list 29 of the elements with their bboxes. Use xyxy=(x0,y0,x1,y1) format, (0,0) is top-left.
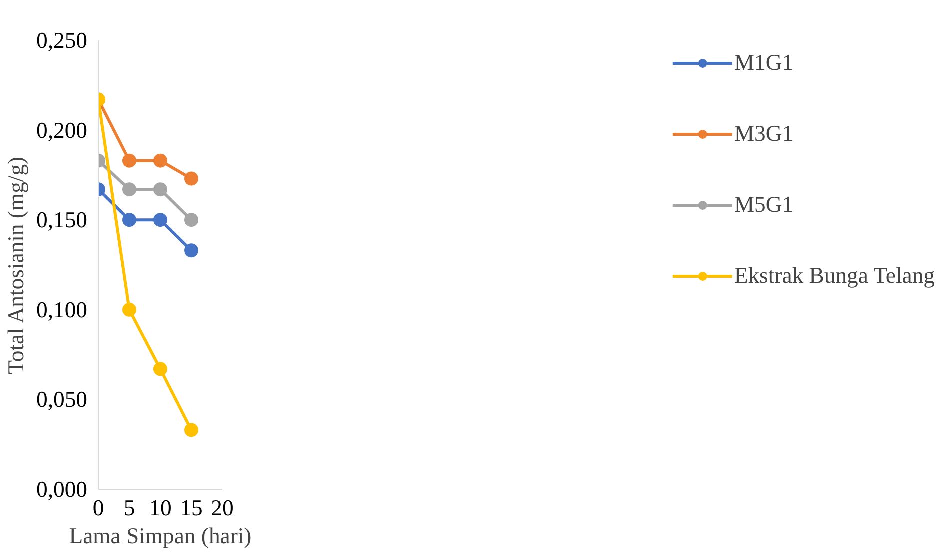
y-tick-label: 0,200 xyxy=(36,118,88,143)
point xyxy=(184,244,198,258)
point xyxy=(154,154,168,168)
point xyxy=(122,182,136,197)
point xyxy=(122,213,136,228)
x-tick-label: 10 xyxy=(149,496,172,520)
x-tick-label: 15 xyxy=(180,496,203,520)
x-tick-label: 20 xyxy=(211,496,234,520)
x-axis-title: Lama Simpan (hari) xyxy=(69,524,252,548)
y-tick-label: 0,150 xyxy=(36,208,88,233)
point xyxy=(122,302,136,317)
point xyxy=(122,154,136,168)
x-tick-label: 0 xyxy=(92,496,104,520)
x-tick-label: 5 xyxy=(124,496,136,520)
y-axis-title: Total Antosianin (mg/g) xyxy=(4,156,29,374)
point xyxy=(154,213,168,228)
y-tick-label: 0,100 xyxy=(36,297,88,322)
point xyxy=(184,172,198,186)
legend-label: M5G1 xyxy=(734,192,794,218)
point xyxy=(184,423,198,438)
legend-label: Ekstrak Bunga Telang xyxy=(734,263,935,289)
y-tick-label: 0,000 xyxy=(36,477,88,502)
y-tick-label: 0,050 xyxy=(36,387,88,412)
legend-label: M1G1 xyxy=(734,50,794,76)
point xyxy=(154,362,168,376)
point xyxy=(154,182,168,197)
y-tick-label: 0,250 xyxy=(36,28,88,53)
legend-label: M3G1 xyxy=(734,121,794,147)
point xyxy=(184,213,198,228)
